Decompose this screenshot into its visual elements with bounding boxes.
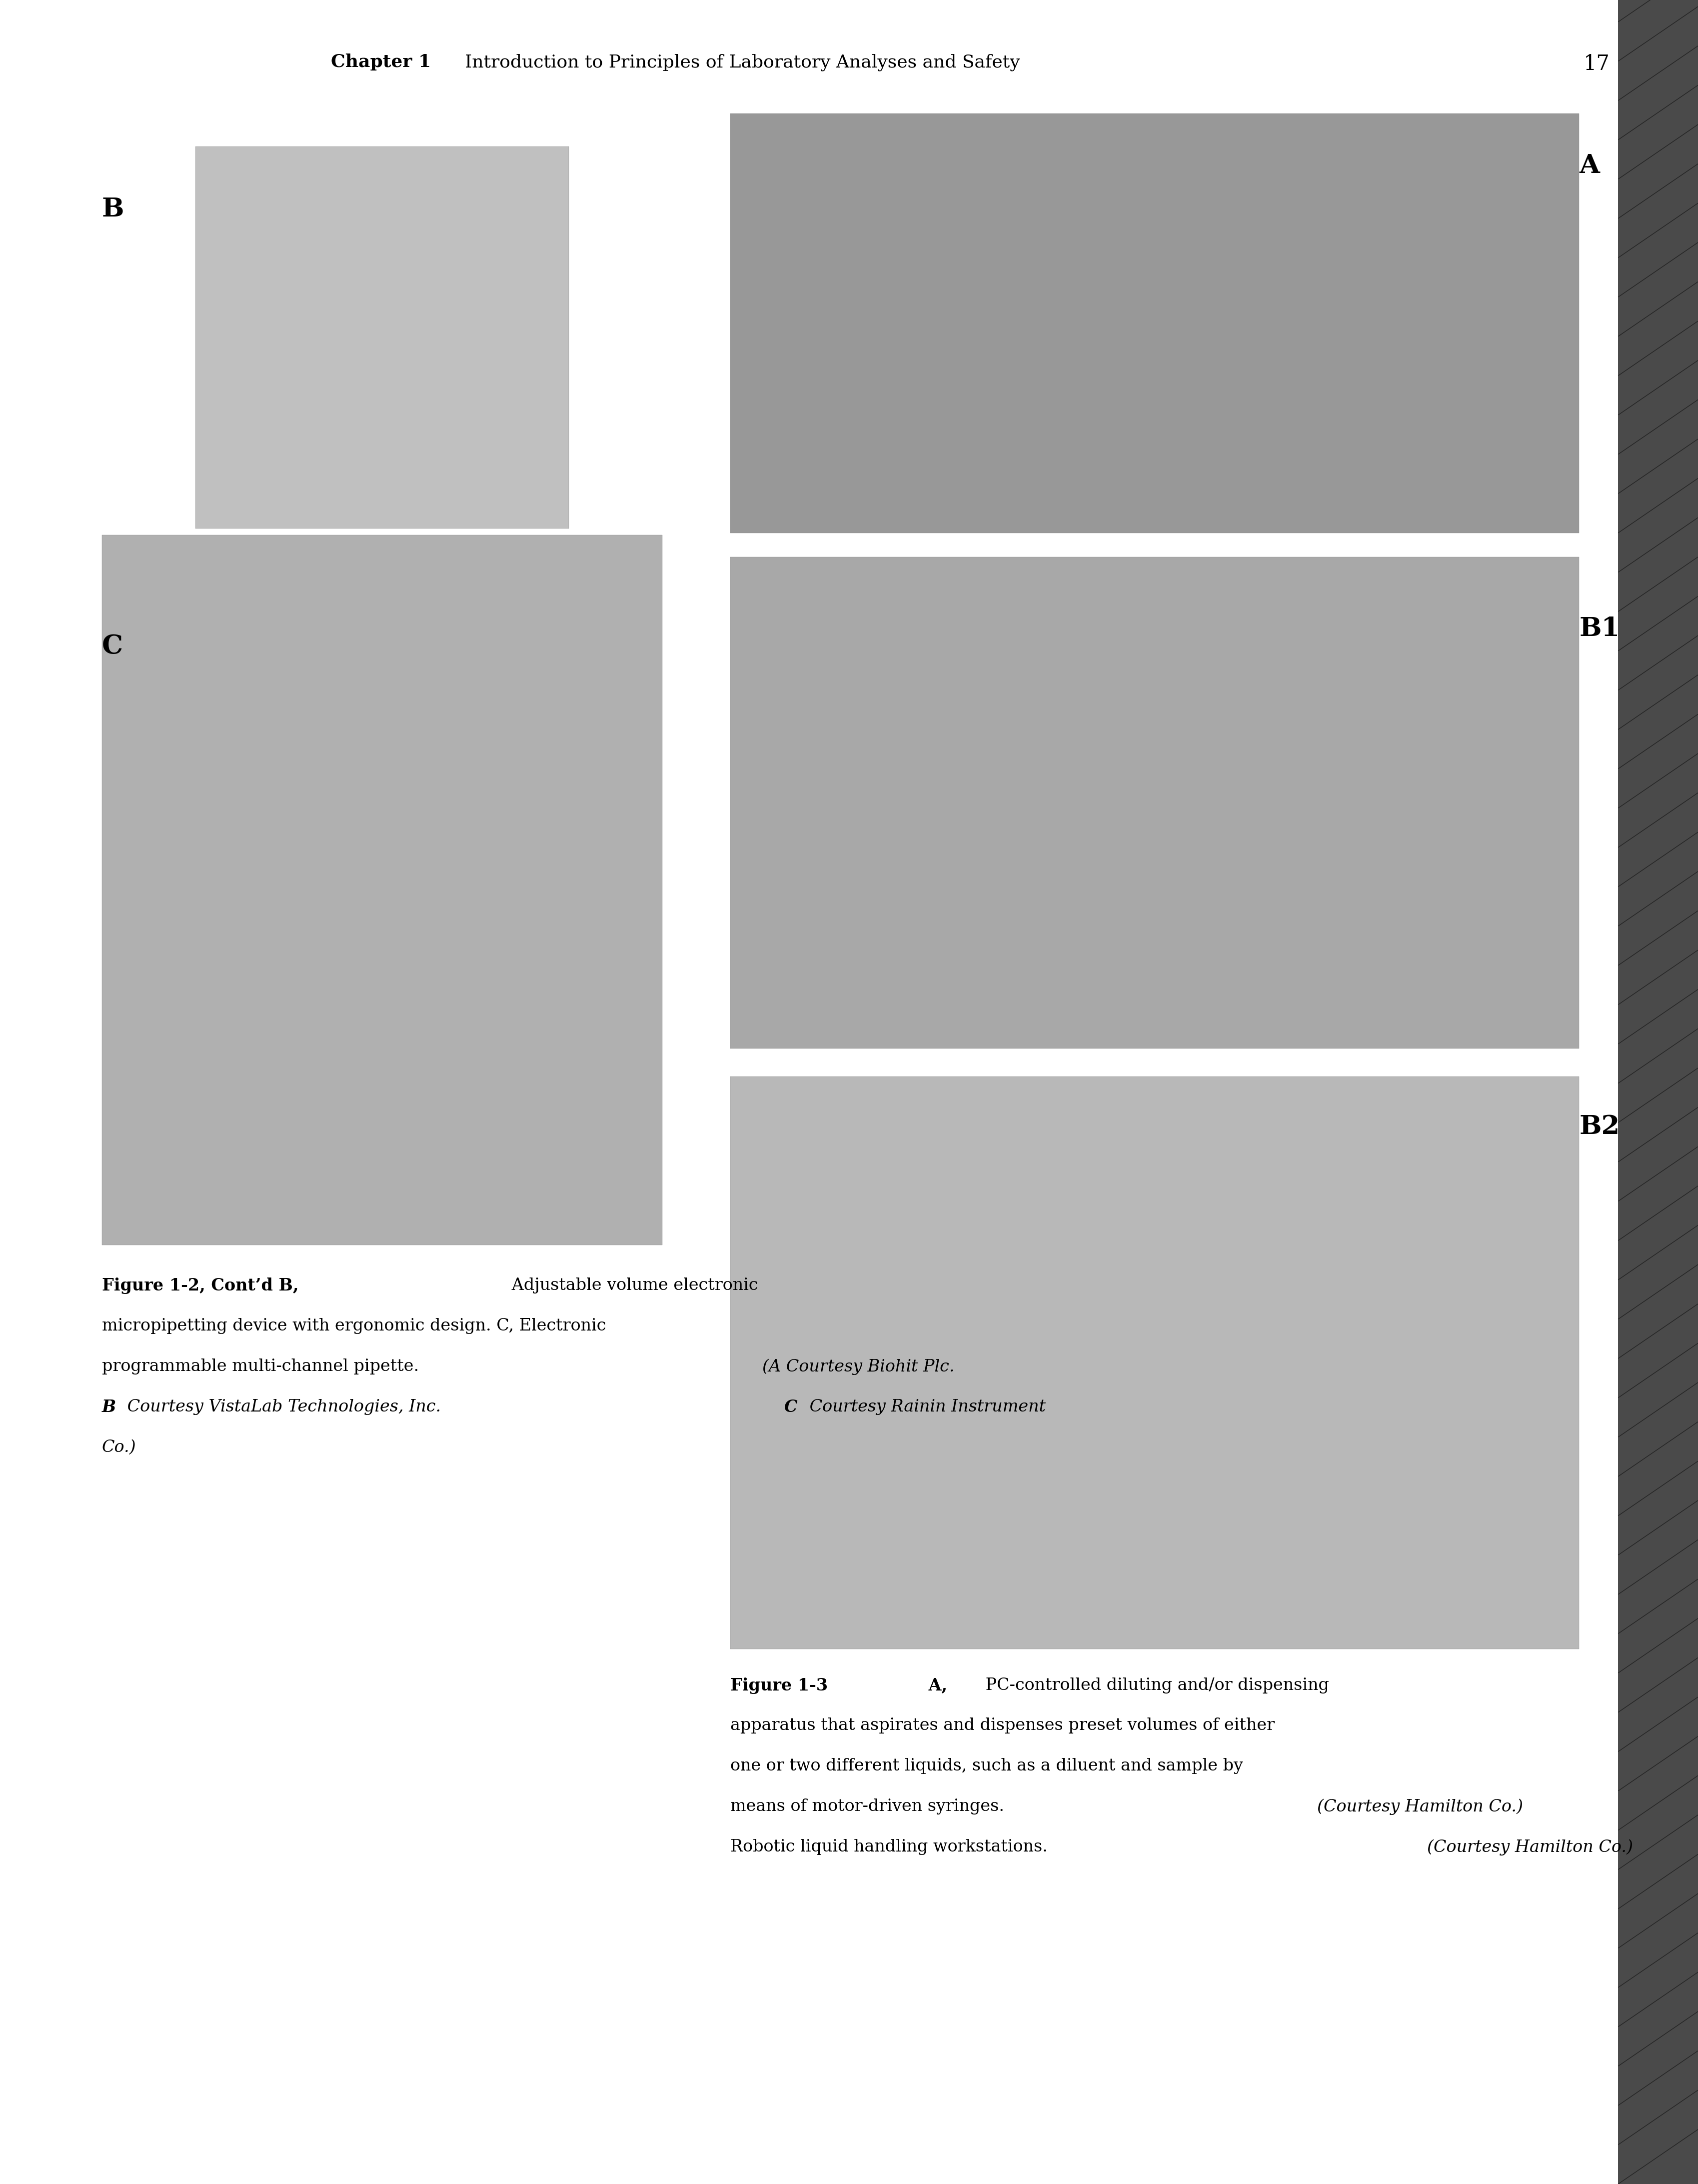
Text: Figure 1-3: Figure 1-3 [730, 1677, 827, 1695]
Text: Courtesy VistaLab Technologies, Inc.: Courtesy VistaLab Technologies, Inc. [122, 1400, 447, 1415]
Text: Courtesy Rainin Instrument: Courtesy Rainin Instrument [805, 1400, 1046, 1415]
FancyBboxPatch shape [730, 557, 1579, 1048]
Text: micropipetting device with ergonomic design. C, Electronic: micropipetting device with ergonomic des… [102, 1319, 606, 1334]
FancyBboxPatch shape [102, 535, 662, 1245]
Text: A: A [1579, 153, 1600, 179]
Text: B: B [102, 197, 124, 223]
Text: (Courtesy Hamilton Co.): (Courtesy Hamilton Co.) [1426, 1839, 1633, 1854]
Text: Chapter 1: Chapter 1 [331, 52, 431, 70]
Text: (Courtesy Hamilton Co.): (Courtesy Hamilton Co.) [1318, 1797, 1523, 1815]
Text: PC-controlled diluting and/or dispensing: PC-controlled diluting and/or dispensing [980, 1677, 1330, 1693]
Text: Robotic liquid handling workstations.: Robotic liquid handling workstations. [730, 1839, 1053, 1854]
Text: (A Courtesy Biohit Plc.: (A Courtesy Biohit Plc. [762, 1358, 954, 1374]
Text: one or two different liquids, such as a diluent and sample by: one or two different liquids, such as a … [730, 1758, 1243, 1773]
Text: Co.): Co.) [102, 1439, 136, 1455]
Text: means of motor-driven syringes.: means of motor-driven syringes. [730, 1797, 1009, 1815]
FancyBboxPatch shape [730, 1077, 1579, 1649]
Text: C: C [102, 633, 122, 660]
Text: 17: 17 [1583, 52, 1610, 74]
Text: B2: B2 [1579, 1114, 1620, 1140]
Text: Introduction to Principles of Laboratory Analyses and Safety: Introduction to Principles of Laboratory… [453, 52, 1020, 70]
Text: Adjustable volume electronic: Adjustable volume electronic [506, 1278, 757, 1293]
Text: apparatus that aspirates and dispenses preset volumes of either: apparatus that aspirates and dispenses p… [730, 1717, 1275, 1734]
Text: A,: A, [922, 1677, 947, 1695]
Text: programmable multi-channel pipette.: programmable multi-channel pipette. [102, 1358, 424, 1374]
FancyBboxPatch shape [195, 146, 569, 529]
FancyBboxPatch shape [1618, 0, 1698, 2184]
Text: C: C [784, 1400, 798, 1415]
Text: B: B [102, 1400, 115, 1415]
Text: Figure 1-2, Cont’d B,: Figure 1-2, Cont’d B, [102, 1278, 299, 1295]
FancyBboxPatch shape [730, 114, 1579, 533]
Text: B1: B1 [1579, 616, 1620, 642]
